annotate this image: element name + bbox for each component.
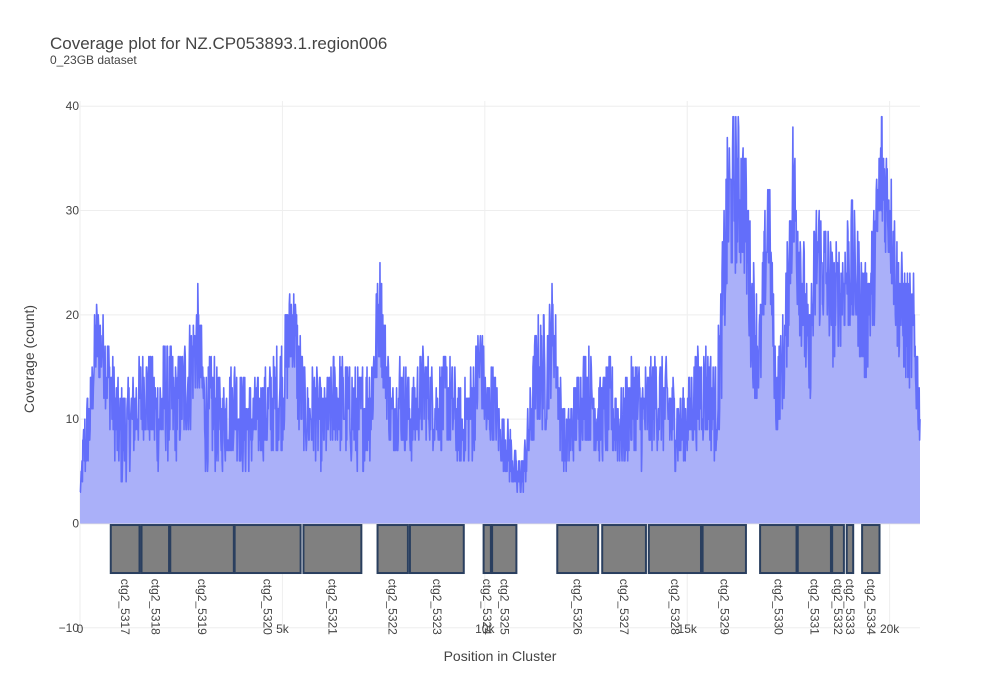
y-tick-label: −10 — [59, 621, 80, 635]
gene-box — [601, 524, 647, 575]
gene-box — [491, 524, 518, 575]
gene-label: ctg2_5333 — [843, 579, 857, 635]
gene-box — [140, 524, 171, 575]
y-tick-label: 10 — [66, 412, 80, 426]
x-tick-label: 10k — [475, 622, 495, 636]
chart-title: Coverage plot for NZ.CP053893.1.region00… — [50, 34, 388, 53]
x-tick-label: 20k — [880, 622, 900, 636]
gene-label: ctg2_5327 — [617, 579, 631, 635]
y-tick-label: 0 — [72, 516, 79, 530]
y-tick-label: 20 — [66, 308, 80, 322]
coverage-line — [79, 115, 921, 493]
gene-box — [861, 524, 881, 575]
x-tick-label: 15k — [678, 622, 698, 636]
gene-label: ctg2_5317 — [118, 579, 132, 635]
gene-label: ctg2_5334 — [864, 579, 878, 635]
gene-label: ctg2_5332 — [831, 579, 845, 635]
gene-box — [759, 524, 798, 575]
gene-label: ctg2_5322 — [386, 579, 400, 635]
gene-box — [647, 524, 702, 575]
x-tick-label: 0 — [77, 622, 84, 636]
coverage-area — [80, 116, 920, 524]
gene-box — [556, 524, 600, 575]
gene-track: ctg2_5317 ctg2_5318 ctg2_5319 ctg2_5320 ctg2… — [109, 524, 881, 635]
y-axis-title: Coverage (count) — [21, 304, 37, 414]
gene-label: ctg2_5331 — [807, 579, 821, 635]
gene-label: ctg2_5320 — [261, 579, 275, 635]
gene-box — [845, 524, 855, 575]
y-tick-label: 40 — [66, 99, 80, 113]
gene-box — [482, 524, 492, 575]
gene-box — [701, 524, 747, 575]
gene-label: ctg2_5323 — [430, 579, 444, 635]
gene-label: ctg2_5321 — [325, 579, 339, 635]
chart-subtitle: 0_23GB dataset — [50, 53, 137, 67]
x-axis-title: Position in Cluster — [443, 648, 557, 664]
gene-label: ctg2_5329 — [717, 579, 731, 635]
gene-box — [109, 524, 141, 575]
x-tick-label: 5k — [276, 622, 290, 636]
gene-box — [796, 524, 832, 575]
gene-box — [233, 524, 302, 575]
gene-label: ctg2_5330 — [771, 579, 785, 635]
gene-box — [169, 524, 235, 575]
gene-label: ctg2_5325 — [497, 579, 511, 635]
y-tick-label: 30 — [66, 204, 80, 218]
gene-label: ctg2_5324 — [480, 579, 494, 635]
gene-label: ctg2_5318 — [148, 579, 162, 635]
gene-label: ctg2_5326 — [571, 579, 585, 635]
gene-box — [376, 524, 409, 575]
gene-label: ctg2_5328 — [668, 579, 682, 635]
gene-box — [831, 524, 845, 575]
gene-label: ctg2_5319 — [195, 579, 209, 635]
gene-box — [408, 524, 465, 575]
gene-box — [302, 524, 363, 575]
